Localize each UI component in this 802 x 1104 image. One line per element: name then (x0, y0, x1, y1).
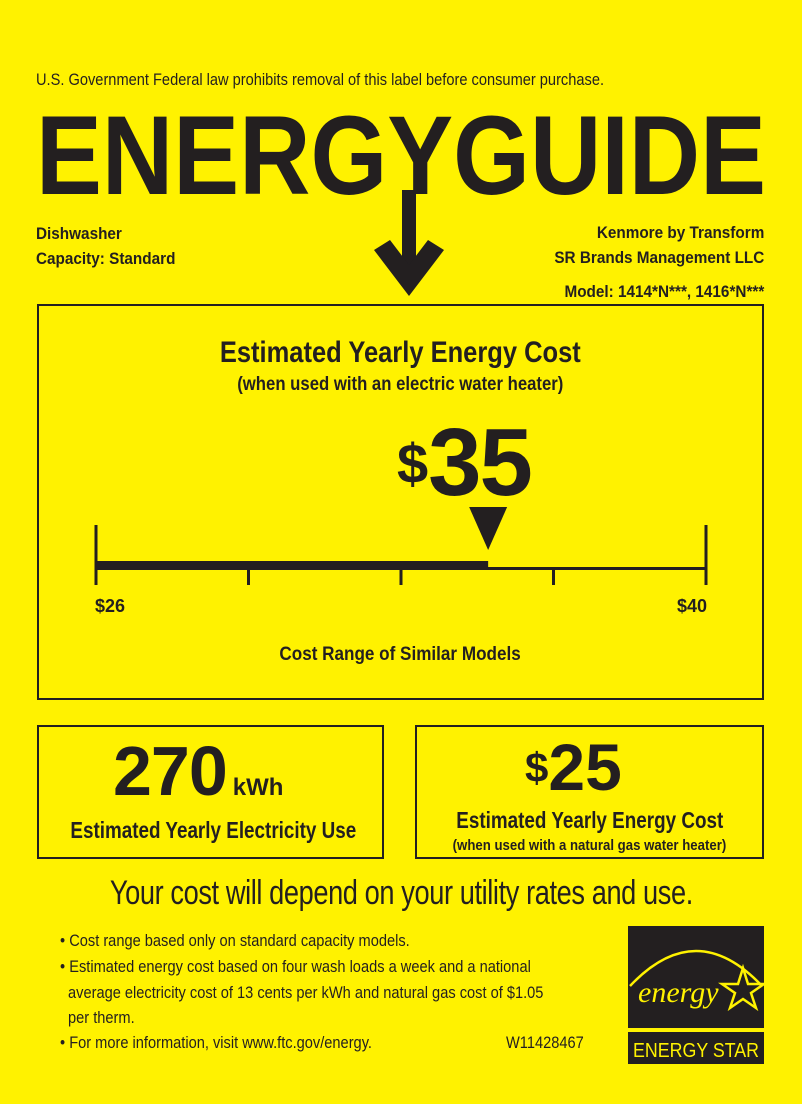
cost-title: Estimated Yearly Energy Cost (220, 336, 581, 369)
note-item-continued: average electricity cost of 13 cents per… (68, 983, 544, 1002)
electricity-label: Estimated Yearly Electricity Use (70, 817, 357, 843)
scale-filled-bar (96, 561, 489, 570)
energyguide-logo: ENERGYGUIDE (36, 100, 766, 296)
scale-tick (552, 569, 555, 585)
note-item: • For more information, visit www.ftc.go… (60, 1033, 372, 1052)
electricity-use-box: 270 kWh Estimated Yearly Electricity Use (37, 725, 384, 859)
gas-cost-label: Estimated Yearly Energy Cost (456, 807, 723, 833)
value-marker-icon (469, 507, 508, 550)
appliance-info: Dishwasher Capacity: Standard (36, 224, 176, 268)
range-max-label: $40 (677, 596, 708, 616)
label-code: W11428467 (506, 1033, 584, 1052)
scale-tick (399, 569, 403, 585)
scale-end-right (704, 525, 708, 585)
cost-subtitle: (when used with an electric water heater… (237, 374, 564, 395)
logo-text: ENERGYGUIDE (36, 100, 766, 218)
note-item-continued: per therm. (68, 1008, 135, 1027)
legal-notice: U.S. Government Federal law prohibits re… (36, 70, 605, 89)
tagline: Your cost will depend on your utility ra… (109, 874, 693, 912)
energy-star-logo: energy ENERGY STAR (628, 926, 769, 1064)
svg-text:energy: energy (638, 976, 719, 1009)
manufacturer-info: Kenmore by Transform SR Brands Managemen… (531, 220, 764, 304)
ftc-link[interactable]: For more information, visit www.ftc.gov/… (69, 1033, 372, 1052)
gas-cost-box: $25 Estimated Yearly Energy Cost (when u… (415, 725, 764, 859)
cost-range-scale (94, 507, 708, 585)
range-caption: Cost Range of Similar Models (279, 644, 522, 665)
note-item: • Estimated energy cost based on four wa… (60, 957, 531, 976)
note-item: • Cost range based only on standard capa… (60, 931, 410, 950)
yearly-cost-box: Estimated Yearly Energy Cost (when used … (37, 304, 764, 700)
svg-text:ENERGY STAR: ENERGY STAR (633, 1040, 759, 1062)
range-min-label: $26 (95, 596, 126, 616)
cost-value: $35 (397, 409, 533, 516)
scale-tick (247, 569, 250, 585)
scale-end-left (94, 525, 98, 585)
gas-cost-value: $25 (525, 730, 622, 804)
gas-cost-sublabel: (when used with a natural gas water heat… (452, 837, 727, 854)
kwh-value: 270 kWh (113, 732, 284, 810)
model-number: Model: 1414*N***, 1416*N*** (564, 282, 764, 301)
energy-star-icon: energy ENERGY STAR (628, 926, 769, 1064)
arrow-down-icon (374, 190, 444, 296)
